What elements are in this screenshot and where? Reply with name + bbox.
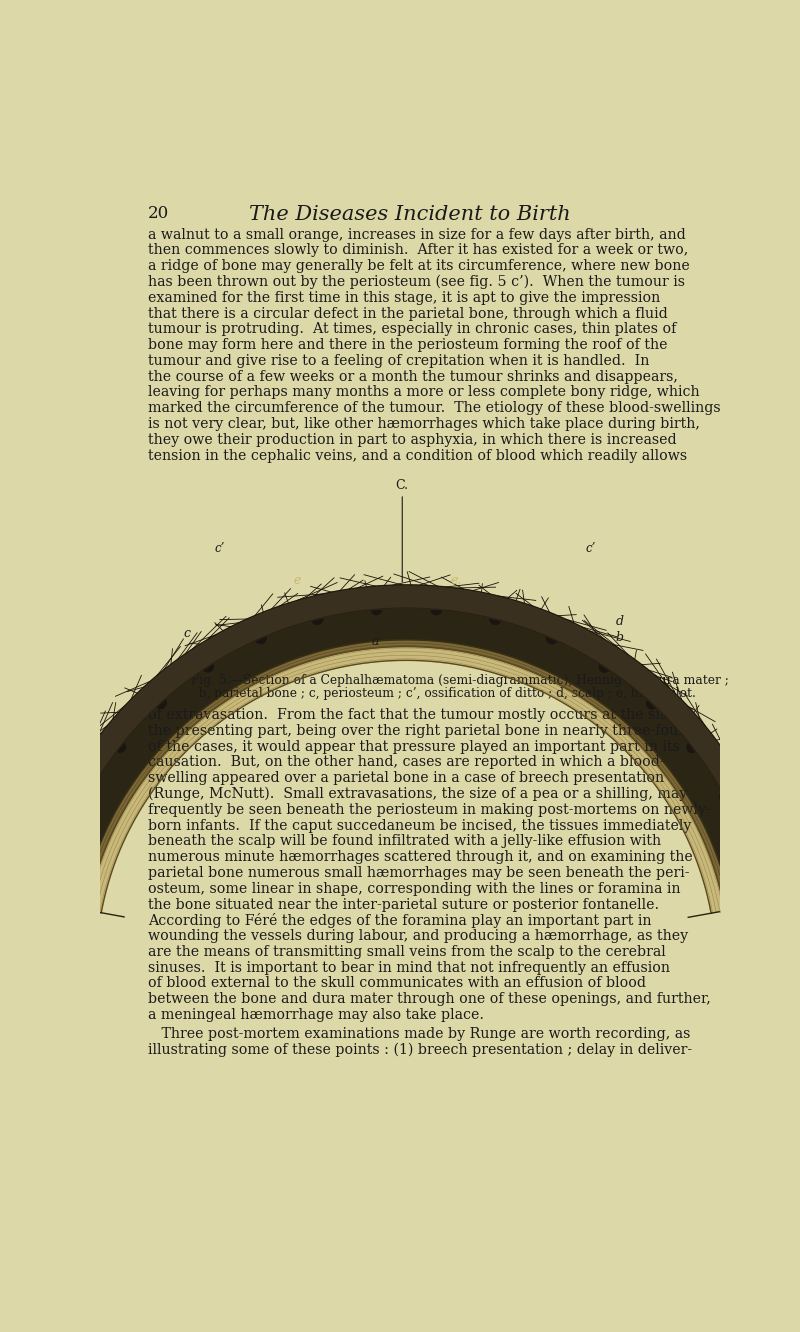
Text: beneath the scalp will be found infiltrated with a jelly-like effusion with: beneath the scalp will be found infiltra… xyxy=(148,834,661,848)
Text: parietal bone numerous small hæmorrhages may be seen beneath the peri-: parietal bone numerous small hæmorrhages… xyxy=(148,866,690,880)
Text: Three post-mortem examinations made by Runge are worth recording, as: Three post-mortem examinations made by R… xyxy=(148,1027,690,1040)
Polygon shape xyxy=(26,585,786,904)
Polygon shape xyxy=(87,646,725,914)
Text: According to Féré the edges of the foramina play an important part in: According to Féré the edges of the foram… xyxy=(148,914,651,928)
Text: the course of a few weeks or a month the tumour shrinks and disappears,: the course of a few weeks or a month the… xyxy=(148,370,678,384)
Circle shape xyxy=(687,742,698,753)
Text: then commences slowly to diminish.  After it has existed for a week or two,: then commences slowly to diminish. After… xyxy=(148,244,688,257)
Text: is not very clear, but, like other hæmorrhages which take place during birth,: is not very clear, but, like other hæmor… xyxy=(148,417,700,432)
Text: illustrating some of these points : (1) breech presentation ; delay in deliver-: illustrating some of these points : (1) … xyxy=(148,1043,692,1058)
Circle shape xyxy=(202,661,214,671)
Circle shape xyxy=(646,698,658,709)
Circle shape xyxy=(155,698,166,709)
Circle shape xyxy=(599,662,610,673)
Text: a walnut to a small orange, increases in size for a few days after birth, and: a walnut to a small orange, increases in… xyxy=(148,228,686,241)
Text: are the means of transmitting small veins from the scalp to the cerebral: are the means of transmitting small vein… xyxy=(148,944,666,959)
Text: examined for the first time in this stage, it is apt to give the impression: examined for the first time in this stag… xyxy=(148,290,660,305)
Circle shape xyxy=(546,633,558,643)
Circle shape xyxy=(82,791,93,802)
Circle shape xyxy=(255,633,266,643)
Text: born infants.  If the caput succedaneum be incised, the tissues immediately: born infants. If the caput succedaneum b… xyxy=(148,819,691,832)
Text: 20: 20 xyxy=(148,205,170,221)
Text: tumour is protruding.  At times, especially in chronic cases, thin plates of: tumour is protruding. At times, especial… xyxy=(148,322,677,336)
Text: osteum, some linear in shape, corresponding with the lines or foramina in: osteum, some linear in shape, correspond… xyxy=(148,882,681,895)
Circle shape xyxy=(58,846,69,856)
Text: Fig. 5.—Section of a Cephalhæmatoma (semi-diagrammatic), Hennig.  a, Dura mater : Fig. 5.—Section of a Cephalhæmatoma (sem… xyxy=(191,674,730,687)
Text: bone may form here and there in the periosteum forming the roof of the: bone may form here and there in the peri… xyxy=(148,338,667,352)
Text: tumour and give rise to a feeling of crepitation when it is handled.  In: tumour and give rise to a feeling of cre… xyxy=(148,354,650,368)
Text: marked the circumference of the tumour.  The etiology of these blood-swellings: marked the circumference of the tumour. … xyxy=(148,401,721,416)
Circle shape xyxy=(114,742,126,753)
Text: c’: c’ xyxy=(586,542,596,555)
Text: the presenting part, being over the right parietal bone in nearly three-fourths: the presenting part, being over the righ… xyxy=(148,723,707,738)
Circle shape xyxy=(720,791,730,802)
Text: swelling appeared over a parietal bone in a case of breech presentation: swelling appeared over a parietal bone i… xyxy=(148,771,664,786)
Text: b: b xyxy=(615,631,623,643)
Polygon shape xyxy=(81,639,732,911)
Text: a: a xyxy=(371,634,379,647)
Text: numerous minute hæmorrhages scattered through it, and on examining the: numerous minute hæmorrhages scattered th… xyxy=(148,850,693,864)
Circle shape xyxy=(744,846,754,856)
Circle shape xyxy=(371,603,382,614)
Text: a ridge of bone may generally be felt at its circumference, where new bone: a ridge of bone may generally be felt at… xyxy=(148,260,690,273)
Text: b, parietal bone ; c, periosteum ; c’, ossification of ditto ; d, scalp ; e, blo: b, parietal bone ; c, periosteum ; c’, o… xyxy=(191,687,696,701)
Text: of the cases, it would appear that pressure played an important part in its: of the cases, it would appear that press… xyxy=(148,739,680,754)
Text: of extravasation.  From the fact that the tumour mostly occurs at the site of: of extravasation. From the fact that the… xyxy=(148,709,692,722)
Text: the bone situated near the inter-parietal suture or posterior fontanelle.: the bone situated near the inter-parieta… xyxy=(148,898,659,911)
Text: leaving for perhaps many months a more or less complete bony ridge, which: leaving for perhaps many months a more o… xyxy=(148,385,700,400)
Text: a meningeal hæmorrhage may also take place.: a meningeal hæmorrhage may also take pla… xyxy=(148,1008,484,1022)
Text: causation.  But, on the other hand, cases are reported in which a blood-: causation. But, on the other hand, cases… xyxy=(148,755,665,770)
Text: e: e xyxy=(294,574,302,587)
Text: of blood external to the skull communicates with an effusion of blood: of blood external to the skull communica… xyxy=(148,976,646,991)
Polygon shape xyxy=(50,607,763,910)
Text: (Runge, McNutt).  Small extravasations, the size of a pea or a shilling, may: (Runge, McNutt). Small extravasations, t… xyxy=(148,787,687,802)
Text: has been thrown out by the periosteum (see fig. 5 c’).  When the tumour is: has been thrown out by the periosteum (s… xyxy=(148,274,685,289)
Circle shape xyxy=(431,603,442,614)
Circle shape xyxy=(490,614,501,625)
Text: c’: c’ xyxy=(214,542,225,555)
Text: between the bone and dura mater through one of these openings, and further,: between the bone and dura mater through … xyxy=(148,992,710,1006)
Text: d: d xyxy=(615,615,623,629)
Text: wounding the vessels during labour, and producing a hæmorrhage, as they: wounding the vessels during labour, and … xyxy=(148,930,688,943)
Text: C.: C. xyxy=(396,480,409,493)
Text: that there is a circular defect in the parietal bone, through which a fluid: that there is a circular defect in the p… xyxy=(148,306,668,321)
Text: e.: e. xyxy=(451,574,462,587)
Circle shape xyxy=(312,614,322,625)
Text: sinuses.  It is important to bear in mind that not infrequently an effusion: sinuses. It is important to bear in mind… xyxy=(148,960,670,975)
Text: frequently be seen beneath the periosteum in making post-mortems on newly-: frequently be seen beneath the periosteu… xyxy=(148,803,710,817)
Text: they owe their production in part to asphyxia, in which there is increased: they owe their production in part to asp… xyxy=(148,433,677,446)
Text: tension in the cephalic veins, and a condition of blood which readily allows: tension in the cephalic veins, and a con… xyxy=(148,449,687,462)
Text: The Diseases Incident to Birth: The Diseases Incident to Birth xyxy=(249,205,571,224)
Text: c: c xyxy=(183,627,190,639)
